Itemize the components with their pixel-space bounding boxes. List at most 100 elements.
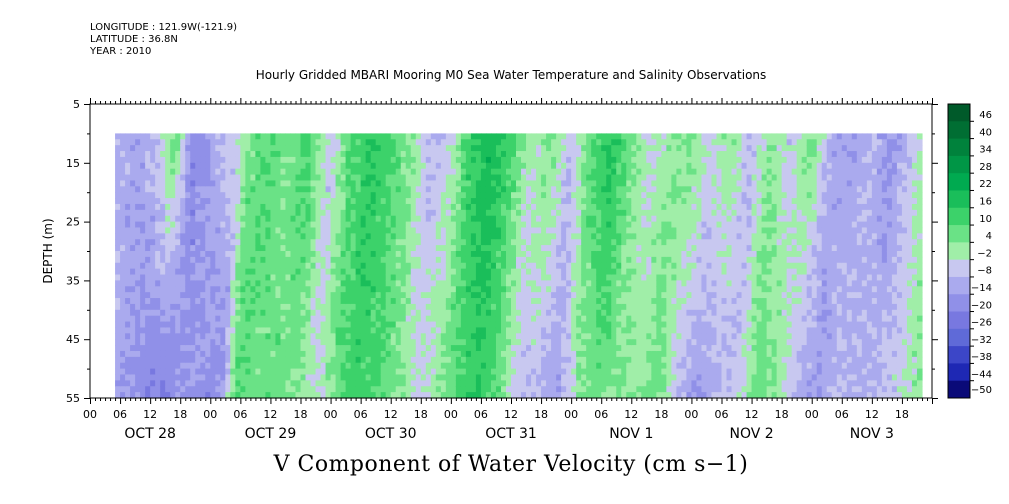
heatmap-cell [310,221,317,229]
heatmap-cell [641,309,647,317]
heatmap-cell [195,350,201,358]
heatmap-cell [531,380,537,387]
heatmap-cell [531,209,537,217]
heatmap-cell [455,239,462,246]
heatmap-cell [415,392,422,399]
heatmap-cell [536,174,542,182]
heatmap-cell [621,209,627,217]
heatmap-cell [170,321,176,329]
heatmap-cell [125,374,131,381]
heatmap-cell [200,209,206,217]
heatmap-cell [255,380,261,387]
heatmap-cell [400,180,407,187]
heatmap-cell [295,139,302,146]
heatmap-cell [145,292,151,299]
heatmap-cell [130,280,136,287]
heatmap-cell [260,315,267,323]
heatmap-cell [210,233,216,240]
heatmap-cell [250,221,256,229]
heatmap-cell [485,192,492,199]
heatmap-cell [345,292,352,299]
heatmap-cell [155,268,161,276]
heatmap-cell [145,315,151,323]
heatmap-cell [340,333,347,340]
heatmap-cell [410,168,417,176]
heatmap-cell [235,380,241,387]
heatmap-cell [485,315,492,323]
heatmap-cell [135,221,141,229]
heatmap-cell [165,386,171,393]
heatmap-cell [245,198,251,205]
heatmap-cell [455,298,462,305]
heatmap-cell [160,239,166,246]
heatmap-cell [636,280,642,287]
heatmap-cell [135,145,141,152]
heatmap-cell [410,309,417,317]
heatmap-cell [400,286,407,293]
heatmap-cell [250,380,256,387]
heatmap-cell [345,139,352,146]
heatmap-cell [160,380,166,387]
heatmap-cell [235,251,241,258]
heatmap-cell [315,203,322,211]
heatmap-cell [140,162,146,170]
heatmap-cell [325,333,332,340]
heatmap-cell [290,133,297,140]
heatmap-cell [430,268,437,276]
heatmap-cell [586,233,592,240]
heatmap-cell [340,280,347,287]
heatmap-cell [140,133,146,140]
heatmap-cell [240,345,246,352]
heatmap-cell [606,203,612,211]
heatmap-cell [485,251,492,258]
heatmap-cell [170,380,176,387]
heatmap-cell [561,233,567,240]
heatmap-cell [305,303,312,311]
heatmap-cell [225,315,231,323]
heatmap-cell [360,186,367,193]
heatmap-cell [205,380,211,387]
heatmap-cell [566,180,572,187]
heatmap-cell [270,239,277,246]
heatmap-cell [335,274,342,281]
heatmap-cell [485,368,492,376]
heatmap-cell [435,145,442,152]
heatmap-cell [155,133,161,140]
heatmap-cell [475,227,482,234]
heatmap-cell [626,333,632,340]
heatmap-cell [485,186,492,193]
heatmap-cell [250,180,256,187]
heatmap-cell [531,386,537,393]
heatmap-cell [425,139,432,146]
heatmap-cell [666,356,672,364]
heatmap-cell [220,280,226,287]
heatmap-cell [581,180,587,187]
heatmap-cell [140,180,146,187]
heatmap-cell [320,162,327,170]
heatmap-cell [631,309,637,317]
heatmap-cell [190,374,196,381]
heatmap-cell [626,256,632,264]
heatmap-cell [616,174,622,182]
heatmap-cell [330,333,337,340]
heatmap-cell [385,239,392,246]
heatmap-cell [465,298,472,305]
heatmap-cell [340,239,347,246]
heatmap-cell [656,339,662,346]
heatmap-cell [340,209,347,217]
heatmap-cell [470,156,477,164]
heatmap-cell [270,192,277,199]
heatmap-cell [390,215,397,223]
heatmap-cell [325,380,332,387]
heatmap-cell [480,251,487,258]
heatmap-cell [621,386,627,393]
heatmap-cell [265,251,272,258]
heatmap-cell [355,221,362,229]
heatmap-cell [200,274,206,281]
metadata-block: LONGITUDE : 121.9W(-121.9) LATITUDE : 36… [90,22,237,58]
heatmap-cell [330,268,337,276]
heatmap-cell [115,203,121,211]
heatmap-cell [320,321,327,329]
heatmap-cell [410,356,417,364]
heatmap-cell [621,139,627,146]
